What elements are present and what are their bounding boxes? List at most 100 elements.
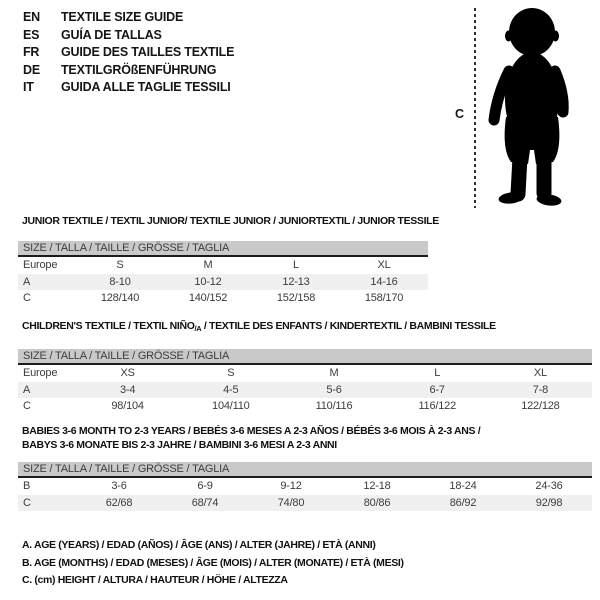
size-header-text: SIZE / TALLA / TAILLE / GRÖSSE / TAGLIA	[23, 463, 230, 475]
row-label: Europe	[23, 367, 58, 380]
row-label: C	[23, 400, 31, 413]
lang-title: GUIDA ALLE TAGLIE TESSILI	[61, 80, 231, 95]
childrens-textile-section: CHILDREN'S TEXTILE / TEXTIL NIÑO/A / TEX…	[18, 320, 592, 415]
childrens-table-title: CHILDREN'S TEXTILE / TEXTIL NIÑO/A / TEX…	[22, 320, 592, 335]
size-cell: XS	[120, 367, 135, 380]
age-cell: 14-16	[370, 275, 398, 288]
lang-title: GUÍA DE TALLAS	[61, 27, 162, 42]
age-cell: 3-6	[111, 480, 127, 493]
size-cell: L	[293, 259, 299, 272]
lang-row-es: ES GUÍA DE TALLAS	[23, 27, 234, 45]
baby-foot-right	[536, 194, 562, 206]
height-cell: 110/116	[315, 400, 353, 413]
title-part: / TEXTILE DES ENFANTS / KINDERTEXTIL / B…	[201, 320, 496, 332]
height-cell: 86/92	[449, 496, 477, 509]
age-cell: 12-13	[282, 275, 310, 288]
lang-row-en: EN TEXTILE SIZE GUIDE	[23, 9, 234, 27]
lang-row-de: DE TEXTILGRÖßENFÜHRUNG	[23, 62, 234, 80]
babies-table-title: BABIES 3-6 MONTH TO 2-3 YEARS / BEBÉS 3-…	[22, 424, 592, 452]
legend-age-years: A. AGE (YEARS) / EDAD (AÑOS) / ÂGE (ANS)…	[22, 539, 376, 551]
baby-leg-left	[510, 149, 528, 202]
lang-row-it: IT GUIDA ALLE TAGLIE TESSILI	[23, 79, 234, 97]
lang-code: EN	[23, 10, 40, 24]
height-cell: 122/128	[521, 400, 560, 413]
legend-height: C. (cm) HEIGHT / ALTURA / HAUTEUR / HÖHE…	[22, 574, 288, 587]
height-label: C	[455, 107, 465, 121]
legend: A. AGE (YEARS) / EDAD (AÑOS) / ÂGE (ANS)…	[22, 537, 404, 590]
table-row-height: C 128/140 140/152 152/158 158/170	[18, 290, 428, 307]
size-cell: XL	[533, 367, 547, 380]
height-dashed-line	[474, 8, 476, 208]
age-cell: 3-4	[119, 383, 136, 396]
height-cell: 80/86	[363, 496, 391, 509]
size-header-bar: SIZE / TALLA / TAILLE / GRÖSSE / TAGLIA	[18, 241, 428, 257]
baby-silhouette	[488, 8, 569, 206]
age-cell: 6-7	[429, 383, 446, 396]
lang-title: TEXTILGRÖßENFÜHRUNG	[61, 62, 217, 77]
lang-code: ES	[23, 27, 40, 42]
junior-textile-section: JUNIOR TEXTILE / TEXTIL JUNIOR/ TEXTILE …	[18, 215, 439, 307]
lang-code: IT	[23, 80, 34, 95]
size-header-text: SIZE / TALLA / TAILLE / GRÖSSE / TAGLIA	[23, 242, 230, 254]
size-header-bar: SIZE / TALLA / TAILLE / GRÖSSE / TAGLIA	[18, 349, 592, 365]
row-label: A	[23, 275, 31, 288]
height-cell: 152/158	[276, 292, 316, 305]
baby-arm-right	[549, 65, 569, 118]
size-cell: M	[329, 367, 339, 380]
table-row-height: C 62/68 68/74 74/80 80/86 86/92 92/98	[18, 494, 592, 511]
table-row-age: A 8-10 10-12 12-13 14-16	[18, 273, 428, 290]
lang-title: TEXTILE SIZE GUIDE	[61, 10, 184, 24]
size-cell: S	[116, 259, 124, 272]
height-cell: 98/104	[111, 400, 144, 413]
table-row-age-months: B 3-6 6-9 9-12 12-18 18-24 24-36	[18, 478, 592, 495]
size-cell: S	[227, 367, 235, 380]
age-cell: 18-24	[449, 480, 477, 493]
title-line-1: BABIES 3-6 MONTH TO 2-3 YEARS / BEBÉS 3-…	[22, 425, 481, 437]
height-cell: 104/110	[212, 400, 250, 413]
table-row-europe: Europe S M L XL	[18, 257, 428, 274]
age-cell: 12-18	[363, 480, 391, 493]
baby-foot-left	[498, 192, 524, 204]
age-cell: 10-12	[194, 275, 222, 288]
lang-code: DE	[23, 62, 40, 77]
junior-table-title: JUNIOR TEXTILE / TEXTIL JUNIOR/ TEXTILE …	[22, 215, 439, 227]
table-row-europe: Europe XS S M L XL	[18, 365, 592, 382]
height-cell: 74/80	[277, 496, 305, 509]
size-cell: L	[434, 367, 441, 380]
height-cell: 68/74	[191, 496, 219, 509]
age-cell: 9-12	[280, 480, 302, 493]
row-label: C	[23, 292, 31, 305]
babies-textile-section: BABIES 3-6 MONTH TO 2-3 YEARS / BEBÉS 3-…	[18, 424, 592, 511]
baby-ear-right	[552, 30, 559, 42]
table-row-height: C 98/104 104/110 110/116 116/122 122/128	[18, 398, 592, 415]
row-label: C	[23, 496, 31, 509]
height-cell: 140/152	[188, 292, 228, 305]
lang-title: GUIDE DES TAILLES TEXTILE	[61, 45, 235, 60]
language-title-list: EN TEXTILE SIZE GUIDE ES GUÍA DE TALLAS …	[23, 9, 234, 97]
height-cell: 92/98	[535, 496, 563, 509]
baby-ear-left	[505, 30, 512, 42]
lang-code: FR	[23, 45, 40, 60]
size-header-text: SIZE / TALLA / TAILLE / GRÖSSE / TAGLIA	[23, 350, 230, 362]
age-cell: 7-8	[532, 383, 549, 396]
baby-arm-left	[488, 65, 515, 126]
title-subscript: /A	[194, 324, 202, 333]
height-cell: 128/140	[100, 292, 140, 305]
age-cell: 6-9	[197, 480, 213, 493]
row-label: A	[23, 383, 31, 396]
title-part: CHILDREN'S TEXTILE / TEXTIL NIÑO	[22, 320, 195, 332]
height-cell: 116/122	[418, 400, 456, 413]
height-cell: 62/68	[105, 496, 133, 509]
size-cell: M	[203, 259, 213, 272]
size-header-bar: SIZE / TALLA / TAILLE / GRÖSSE / TAGLIA	[18, 462, 592, 478]
legend-age-months: B. AGE (MONTHS) / EDAD (MESES) / ÂGE (MO…	[22, 556, 404, 569]
row-label: B	[23, 480, 31, 493]
baby-head	[509, 8, 555, 56]
size-cell: XL	[377, 259, 391, 272]
age-cell: 24-36	[535, 480, 563, 493]
age-cell: 5-6	[326, 383, 342, 396]
title-line-2: BABYS 3-6 MONATE BIS 2-3 JAHRE / BAMBINI…	[22, 439, 337, 451]
row-label: Europe	[23, 259, 58, 272]
lang-row-fr: FR GUIDE DES TAILLES TEXTILE	[23, 44, 234, 62]
